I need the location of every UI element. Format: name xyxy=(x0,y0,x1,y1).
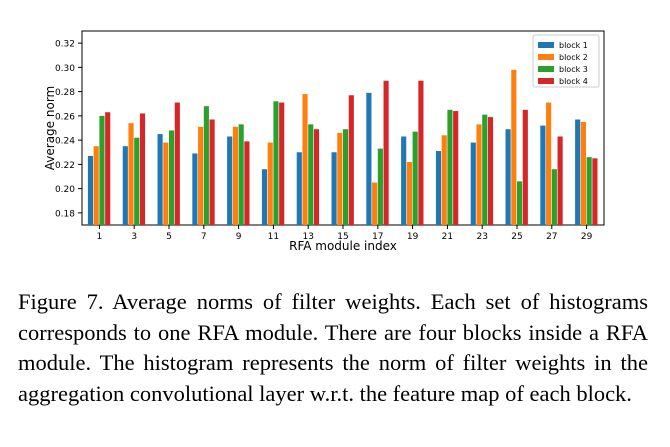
bar-block-3-module-3 xyxy=(134,137,140,225)
bar-block-4-module-25 xyxy=(522,109,528,225)
bar-block-1-module-21 xyxy=(435,151,442,225)
x-tick-label: 29 xyxy=(581,232,593,242)
bar-block-1-module-15 xyxy=(331,152,337,225)
bar-block-1-module-3 xyxy=(122,146,128,225)
bar-block-4-module-15 xyxy=(348,95,354,225)
bar-block-3-module-13 xyxy=(308,124,314,225)
bar-block-4-module-3 xyxy=(139,113,146,225)
legend-swatch-block-1 xyxy=(538,42,554,48)
legend-label-block-4: block 4 xyxy=(559,77,588,86)
x-tick-label: 27 xyxy=(546,232,557,242)
x-tick-label: 3 xyxy=(131,232,137,242)
bar-block-1-module-27 xyxy=(540,125,546,225)
x-tick-label: 7 xyxy=(201,232,207,242)
bar-block-3-module-17 xyxy=(377,148,383,225)
bar-block-3-module-29 xyxy=(586,157,592,225)
bar-block-3-module-23 xyxy=(482,114,488,225)
bar-block-1-module-11 xyxy=(261,169,268,225)
bar-block-2-module-29 xyxy=(580,121,586,225)
bar-block-1-module-7 xyxy=(192,153,198,225)
bar-block-3-module-11 xyxy=(273,101,279,225)
bar-block-4-module-27 xyxy=(557,136,563,225)
bar-block-2-module-5 xyxy=(163,142,169,225)
bar-block-4-module-13 xyxy=(313,129,320,225)
bar-block-1-module-23 xyxy=(470,142,476,225)
x-tick-label: 17 xyxy=(372,232,383,242)
bar-block-2-module-7 xyxy=(198,126,204,225)
bar-block-4-module-1 xyxy=(105,112,111,225)
bar-block-1-module-19 xyxy=(401,136,407,225)
chart: 0.180.200.220.240.260.280.300.32 1 3 5 7 9 11… xyxy=(43,30,605,253)
bar-block-1-module-1 xyxy=(87,155,94,225)
x-tick-label: 15 xyxy=(337,232,348,242)
figure-caption: Figure 7. Average norms of filter weight… xyxy=(18,289,648,406)
bar-block-1-module-13 xyxy=(296,152,302,225)
x-axis: 1 3 5 7 9 11 13 15 17 19 21 23 25 27 29 xyxy=(97,225,593,242)
x-tick-label: 11 xyxy=(268,232,279,242)
bar-block-2-module-27 xyxy=(546,102,552,225)
y-tick-label: 0.26 xyxy=(55,112,75,122)
bar-block-1-module-9 xyxy=(227,136,233,225)
bar-block-3-module-7 xyxy=(203,106,209,225)
bar-block-4-module-9 xyxy=(244,141,250,225)
bar-block-3-module-27 xyxy=(551,169,557,225)
bar-block-4-module-23 xyxy=(487,117,494,225)
bar-block-3-module-25 xyxy=(517,181,523,225)
x-axis-label: RFA module index xyxy=(289,239,397,253)
bar-block-4-module-11 xyxy=(279,102,285,225)
y-axis-label: Average norm xyxy=(43,86,57,170)
bars-group xyxy=(87,69,598,226)
legend-label-block-3: block 3 xyxy=(559,65,588,74)
bar-block-2-module-23 xyxy=(476,124,482,225)
y-tick-label: 0.22 xyxy=(55,161,75,171)
y-tick-label: 0.24 xyxy=(55,137,75,147)
x-tick-label: 9 xyxy=(236,232,242,242)
legend-label-block-1: block 1 xyxy=(559,41,588,50)
bar-block-2-module-13 xyxy=(302,94,308,225)
y-tick-label: 0.18 xyxy=(55,209,75,219)
y-tick-label: 0.28 xyxy=(55,88,75,98)
bar-block-2-module-1 xyxy=(93,146,99,225)
bar-block-2-module-17 xyxy=(372,182,378,225)
legend: block 1 block 2 block 3 block 4 xyxy=(532,34,600,88)
bar-block-3-module-9 xyxy=(238,124,244,225)
bar-block-2-module-19 xyxy=(406,161,412,225)
bar-block-4-module-29 xyxy=(592,158,598,225)
bar-block-2-module-9 xyxy=(232,126,238,225)
bar-block-3-module-1 xyxy=(99,115,105,226)
bar-block-4-module-7 xyxy=(209,119,215,225)
y-axis: 0.18 0.20 0.22 0.24 0.26 0.28 0.30 0.32 xyxy=(55,40,82,219)
bar-block-3-module-19 xyxy=(412,131,418,225)
legend-swatch-block-4 xyxy=(538,78,554,84)
bar-block-3-module-21 xyxy=(447,109,453,225)
x-tick-label: 13 xyxy=(302,232,313,242)
bar-block-1-module-29 xyxy=(575,119,581,225)
x-tick-label: 19 xyxy=(407,232,419,242)
bar-block-1-module-5 xyxy=(157,134,163,225)
bar-block-2-module-25 xyxy=(511,69,517,225)
legend-swatch-block-3 xyxy=(538,66,554,72)
bar-block-2-module-11 xyxy=(267,142,273,225)
bar-block-4-module-17 xyxy=(383,80,389,226)
legend-swatch-block-2 xyxy=(538,54,554,60)
bar-block-1-module-25 xyxy=(505,129,511,225)
bar-block-2-module-15 xyxy=(337,132,343,225)
bar-block-2-module-21 xyxy=(441,135,447,225)
bar-block-3-module-15 xyxy=(343,129,349,225)
x-tick-label: 21 xyxy=(442,232,453,242)
bar-block-3-module-5 xyxy=(169,130,175,225)
y-tick-label: 0.30 xyxy=(55,64,75,74)
bar-block-4-module-21 xyxy=(453,111,459,225)
y-tick-label: 0.32 xyxy=(55,40,75,50)
y-tick-label: 0.20 xyxy=(55,185,75,195)
bar-block-2-module-3 xyxy=(128,123,134,225)
x-tick-label: 25 xyxy=(511,232,522,242)
x-tick-label: 23 xyxy=(476,232,487,242)
bar-block-1-module-17 xyxy=(366,92,372,225)
x-tick-label: 1 xyxy=(97,232,103,242)
bar-block-4-module-19 xyxy=(418,80,424,226)
bar-block-4-module-5 xyxy=(174,102,180,225)
x-tick-label: 5 xyxy=(166,232,172,242)
legend-label-block-2: block 2 xyxy=(559,53,588,62)
